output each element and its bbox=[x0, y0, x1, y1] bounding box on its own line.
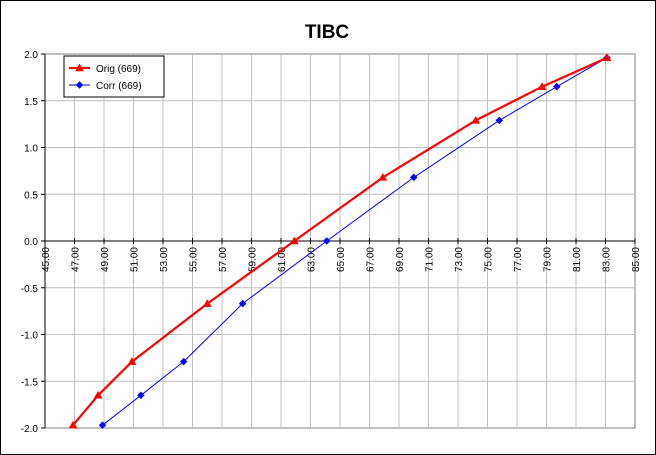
x-tick-label: 67.00 bbox=[366, 247, 377, 272]
y-tick-label: 2.0 bbox=[24, 50, 38, 61]
y-tick-label: 0.5 bbox=[24, 190, 38, 201]
y-tick-label: 1.0 bbox=[24, 144, 38, 155]
x-tick-label: 69.00 bbox=[395, 247, 406, 272]
x-tick-label: 73.00 bbox=[454, 247, 465, 272]
data-point-diamond bbox=[322, 237, 331, 245]
data-point-triangle bbox=[75, 63, 84, 72]
x-tick-label: 57.00 bbox=[218, 247, 229, 272]
x-tick-label: 81.00 bbox=[572, 247, 583, 272]
data-point-diamond bbox=[552, 82, 561, 91]
data-point-diamond bbox=[238, 299, 247, 308]
plot-area: 45.00 47.00 49.00 51.00 53.00 55.00 57.00 59.00… bbox=[21, 50, 642, 435]
x-tick-label: 49.00 bbox=[100, 247, 111, 272]
data-point-triangle bbox=[289, 236, 299, 245]
y-tick-label: 1.5 bbox=[24, 97, 38, 108]
data-point-diamond bbox=[495, 116, 504, 125]
x-tick-label: 53.00 bbox=[159, 247, 170, 272]
y-tick-label: -2.0 bbox=[21, 424, 39, 435]
x-tick-label: 75.00 bbox=[484, 247, 495, 272]
legend-label: Corr (669) bbox=[96, 81, 142, 92]
legend: Orig (669) Corr (669) bbox=[63, 55, 165, 98]
data-point-triangle bbox=[537, 82, 547, 90]
legend-label: Orig (669) bbox=[96, 64, 141, 75]
y-tick-label: -0.5 bbox=[21, 284, 39, 295]
y-tick-label: -1.5 bbox=[21, 377, 39, 388]
y-tick-label: 0.0 bbox=[24, 237, 38, 248]
x-tick-label: 85.00 bbox=[631, 247, 642, 272]
x-tick-label: 45.00 bbox=[41, 247, 52, 272]
data-point-triangle bbox=[68, 420, 78, 429]
data-point-triangle bbox=[602, 53, 612, 61]
data-point-triangle bbox=[202, 299, 212, 307]
data-point-triangle bbox=[93, 390, 103, 399]
data-point-triangle bbox=[378, 172, 388, 181]
x-tick-label: 51.00 bbox=[130, 247, 141, 272]
x-tick-label: 79.00 bbox=[543, 247, 554, 272]
data-point-diamond bbox=[75, 81, 84, 89]
chart-title: TIBC bbox=[305, 22, 350, 43]
x-tick-label: 47.00 bbox=[71, 247, 82, 272]
data-point-diamond bbox=[409, 173, 418, 182]
legend-box bbox=[63, 55, 165, 98]
x-tick-label: 55.00 bbox=[189, 247, 200, 272]
x-tick-label: 61.00 bbox=[277, 247, 288, 272]
data-point-triangle bbox=[471, 115, 481, 124]
x-tick-label: 71.00 bbox=[425, 247, 436, 272]
x-tick-label: 65.00 bbox=[336, 247, 347, 272]
data-point-diamond bbox=[98, 421, 107, 430]
y-tick-label: -1.0 bbox=[21, 331, 39, 342]
x-tick-label: 77.00 bbox=[513, 247, 524, 272]
data-point-diamond bbox=[179, 357, 188, 366]
x-tick-label: 83.00 bbox=[602, 247, 613, 272]
data-point-diamond bbox=[137, 391, 145, 400]
x-tick-label: 63.00 bbox=[307, 247, 318, 272]
x-tick-label: 59.00 bbox=[248, 247, 259, 272]
data-point-triangle bbox=[127, 357, 137, 365]
